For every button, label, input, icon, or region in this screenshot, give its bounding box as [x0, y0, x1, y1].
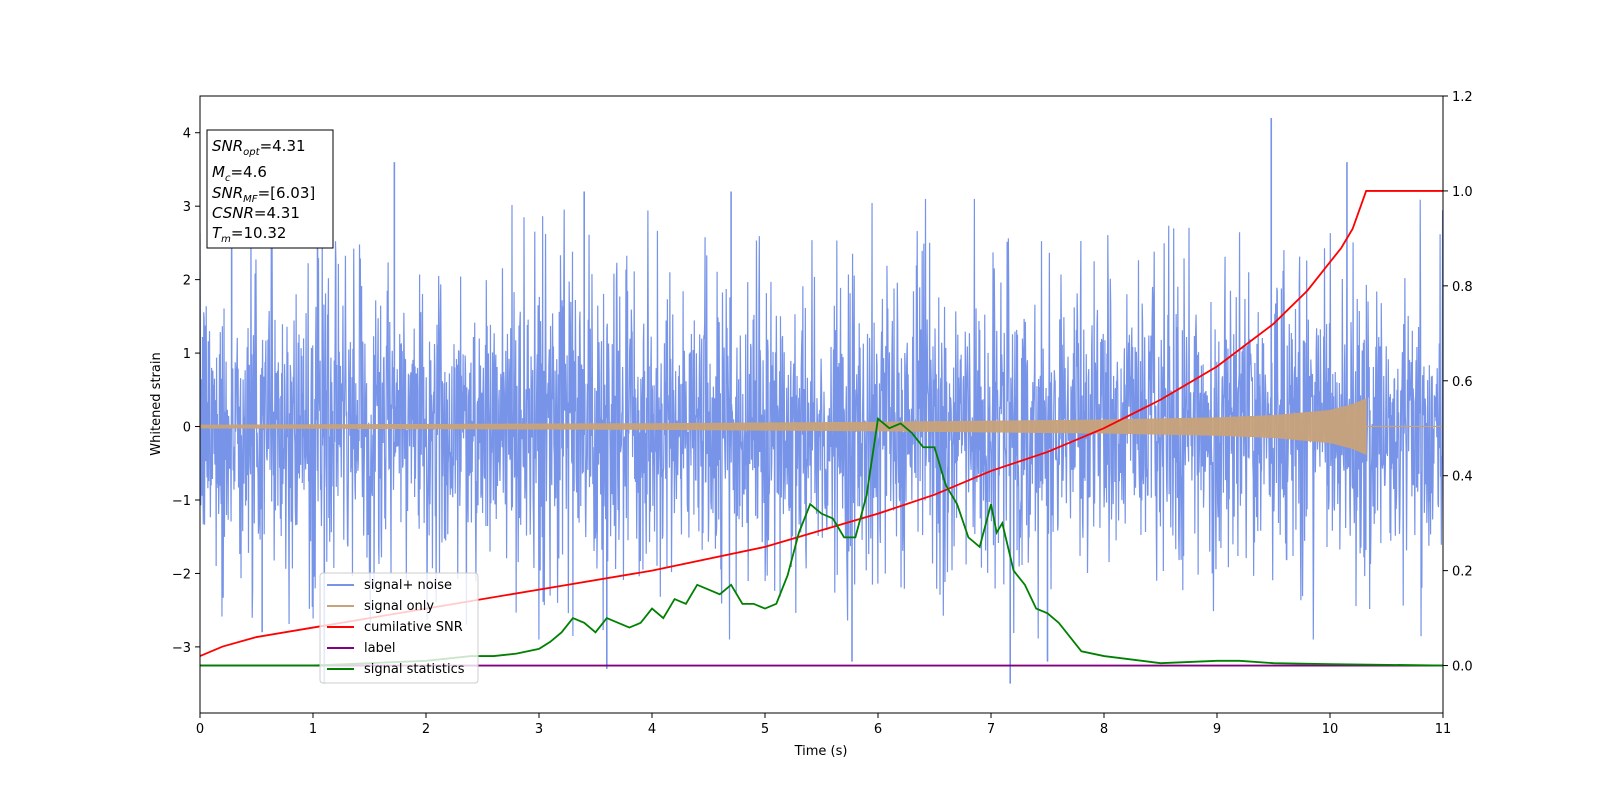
series-signal-statistics [200, 417, 1443, 667]
series-signal-only [200, 398, 1367, 456]
info-snr-mf: SNRMF=[6.03] [212, 184, 315, 205]
x-tick-label-6: 6 [874, 722, 882, 737]
y2-tick-label-2: 0.4 [1452, 470, 1473, 485]
info-mc: Mc=4.6 [212, 163, 267, 184]
info-box: SNRopt=4.31 Mc=4.6 SNRMF=[6.03] CSNR=4.3… [206, 129, 334, 249]
legend-label-3: label [364, 641, 395, 656]
x-tick-label-9: 9 [1213, 722, 1221, 737]
legend: signal+ noise signal only cumilative SNR la… [319, 572, 479, 684]
x-tick-label-11: 11 [1435, 722, 1452, 737]
signal-noise-spikes [230, 118, 1443, 684]
info-snr-opt: SNRopt=4.31 [212, 137, 306, 158]
x-tick-label-5: 5 [761, 722, 769, 737]
y2-tick-label-6: 1.2 [1452, 90, 1473, 105]
x-tick-label-4: 4 [648, 722, 656, 737]
legend-label-1: signal only [364, 599, 434, 614]
x-tick-label-0: 0 [196, 722, 204, 737]
x-axis-title: Time (s) [794, 744, 848, 759]
x-tick-label-7: 7 [987, 722, 995, 737]
x-tick-label-1: 1 [309, 722, 317, 737]
y-tick-label-1: −2 [172, 567, 191, 582]
y-tick-label-0: −3 [172, 641, 191, 656]
y2-tick-label-1: 0.2 [1452, 565, 1473, 580]
legend-label-2: cumilative SNR [364, 620, 463, 635]
y-axis-left: −3 −2 −1 0 1 2 3 4 [172, 127, 200, 656]
y-tick-label-6: 3 [183, 200, 191, 215]
y-tick-label-4: 1 [183, 347, 191, 362]
x-tick-label-10: 10 [1322, 722, 1339, 737]
info-csnr: CSNR=4.31 [212, 204, 300, 222]
y2-tick-label-5: 1.0 [1452, 185, 1473, 200]
x-axis: 0 1 2 3 4 5 6 7 8 9 10 11 [196, 713, 1451, 737]
x-tick-label-8: 8 [1100, 722, 1108, 737]
y-tick-label-7: 4 [183, 127, 191, 142]
y-tick-label-5: 2 [183, 274, 191, 289]
y-axis-right: 0.0 0.2 0.4 0.6 0.8 1.0 1.2 [1443, 90, 1473, 675]
legend-label-0: signal+ noise [364, 578, 452, 593]
y-tick-label-2: −1 [172, 494, 191, 509]
y2-tick-label-0: 0.0 [1452, 660, 1473, 675]
y-axis-title: Whitened strain [149, 352, 164, 455]
info-tm: Tm=10.32 [212, 224, 286, 245]
x-tick-label-3: 3 [535, 722, 543, 737]
y2-tick-label-3: 0.6 [1452, 375, 1473, 390]
legend-label-4: signal statistics [364, 662, 465, 677]
plot-frame [199, 95, 1444, 714]
y-tick-label-3: 0 [183, 421, 191, 436]
y2-tick-label-4: 0.8 [1452, 280, 1473, 295]
x-tick-label-2: 2 [422, 722, 430, 737]
